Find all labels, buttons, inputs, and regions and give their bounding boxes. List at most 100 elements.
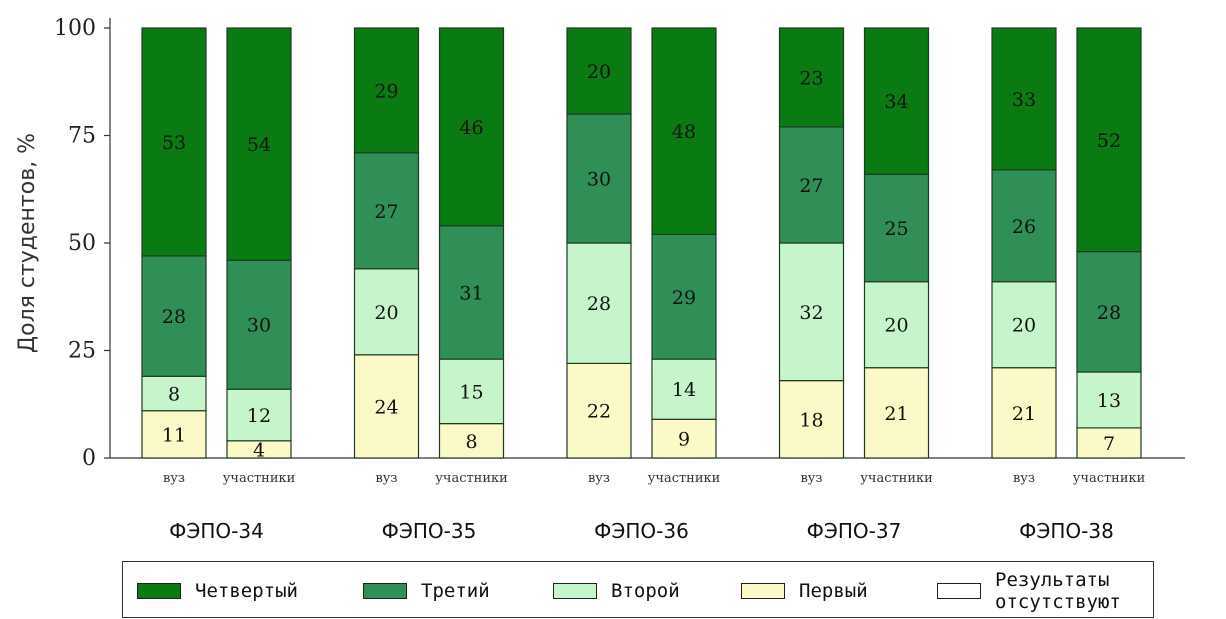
legend-item-second: Второй (553, 562, 680, 619)
bar-value-label: 11 (162, 424, 186, 446)
bar-value-label: 31 (459, 282, 483, 304)
bar-value-label: 18 (799, 409, 823, 431)
bar-value-label: 30 (247, 315, 271, 337)
bar-segment (438, 423, 505, 459)
bar-value-label: 34 (884, 91, 908, 113)
group-label: ФЭПО-36 (594, 519, 689, 543)
bar-segment (566, 242, 632, 365)
x-tick-label: вуз (375, 471, 397, 486)
bar-value-label: 4 (253, 439, 265, 461)
bar-segment (438, 27, 505, 227)
legend-item-fourth: Четвертый (137, 562, 298, 619)
y-tick-label: 0 (82, 446, 96, 471)
x-tick-label: вуз (800, 471, 822, 486)
legend-swatch-third (363, 582, 407, 599)
bar-segment (226, 388, 292, 442)
bar-value-label: 52 (1097, 130, 1121, 152)
bar-value-label: 46 (459, 117, 483, 139)
stacked-bar-chart: Доля студентов, % 0 25 50 75 100 11 8 28 53 вуз 4 12… (15, 16, 1185, 543)
bar-value-label: 48 (672, 121, 696, 143)
x-tick-label: участники (435, 471, 508, 486)
bar-segment (651, 233, 717, 360)
bar-value-label: 21 (1012, 403, 1036, 425)
x-tick-label: участники (648, 471, 721, 486)
y-tick-label: 50 (68, 231, 96, 256)
y-tick-label: 25 (68, 339, 96, 364)
bar-segment (1076, 371, 1142, 429)
legend-swatch-first (741, 582, 785, 599)
bar-value-label: 21 (884, 403, 908, 425)
bar-value-label: 27 (799, 175, 823, 197)
bar-segment (991, 27, 1057, 171)
group-label: ФЭПО-34 (169, 519, 264, 543)
y-tick-label: 75 (68, 124, 96, 149)
bar-value-label: 26 (1012, 216, 1036, 238)
legend-label-third: Третий (421, 579, 490, 602)
legend-item-no-results: Результаты отсутствуют (937, 562, 1165, 619)
y-tick-label: 100 (54, 16, 96, 41)
bar-value-label: 24 (374, 396, 398, 418)
bar-segment (991, 169, 1057, 283)
bar-segment (778, 126, 845, 244)
bar-value-label: 29 (374, 80, 398, 102)
bar-value-label: 54 (247, 134, 271, 156)
bar-value-label: 9 (678, 429, 690, 451)
bar-value-label: 13 (1097, 390, 1121, 412)
group-label: ФЭПО-38 (1019, 519, 1114, 543)
legend-label-fourth: Четвертый (195, 579, 298, 602)
legend-swatch-fourth (137, 582, 181, 599)
bar-segment (353, 152, 420, 270)
bar-segment (566, 27, 632, 115)
group-label: ФЭПО-37 (807, 519, 902, 543)
group-label: ФЭПО-35 (382, 519, 477, 543)
bar-segment (226, 259, 292, 390)
bar-segment (353, 354, 420, 459)
bar-value-label: 8 (168, 384, 180, 406)
legend-item-first: Первый (741, 562, 868, 619)
bar-segment (353, 27, 420, 154)
bar-value-label: 33 (1012, 89, 1036, 111)
bar-value-label: 29 (672, 287, 696, 309)
bar-value-label: 30 (587, 169, 611, 191)
bar-segment (141, 375, 207, 412)
bar-segment (1076, 27, 1142, 253)
bar-value-label: 8 (465, 431, 477, 453)
bar-value-label: 20 (374, 302, 398, 324)
legend: Четвертый Третий Второй Первый Результат… (122, 561, 1154, 618)
bar-segment (651, 27, 717, 235)
x-tick-label: вуз (588, 471, 610, 486)
x-tick-label: вуз (163, 471, 185, 486)
y-axis-label: Доля студентов, % (15, 133, 40, 353)
bar-value-label: 28 (587, 293, 611, 315)
bar-segment (353, 268, 420, 356)
bar-segment (141, 410, 207, 459)
bar-value-label: 20 (884, 315, 908, 337)
bar-segment (566, 362, 632, 459)
bar-value-label: 7 (1103, 433, 1115, 455)
x-tick-label: участники (1073, 471, 1146, 486)
bar-value-label: 14 (672, 379, 696, 401)
bar-segment (991, 281, 1057, 369)
bar-value-label: 32 (799, 302, 823, 324)
bar-segment (141, 27, 207, 257)
bar-segment (863, 367, 930, 459)
bar-segment (863, 281, 930, 369)
x-tick-label: участники (860, 471, 933, 486)
bar-value-label: 23 (799, 67, 823, 89)
bar-segment (141, 255, 207, 377)
bar-value-label: 12 (247, 405, 271, 427)
bar-value-label: 25 (884, 218, 908, 240)
legend-swatch-second (553, 582, 597, 599)
bar-value-label: 28 (1097, 302, 1121, 324)
bar-value-label: 53 (162, 132, 186, 154)
legend-label-no-results: Результаты отсутствуют (995, 568, 1121, 613)
legend-swatch-no-results (937, 582, 981, 599)
bar-segment (778, 242, 845, 382)
bar-value-label: 27 (374, 201, 398, 223)
bar-segment (863, 27, 930, 175)
bar-value-label: 15 (459, 381, 483, 403)
bar-value-label: 20 (1012, 315, 1036, 337)
x-tick-label: вуз (1013, 471, 1035, 486)
legend-label-first: Первый (799, 579, 868, 602)
bar-segment (778, 27, 845, 128)
